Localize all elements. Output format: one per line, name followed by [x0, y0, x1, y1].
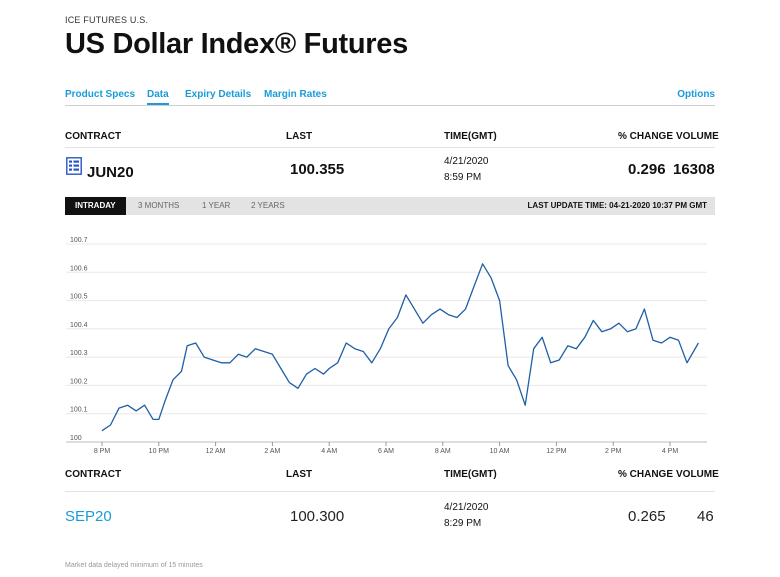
y-tick-label: 100: [70, 435, 82, 442]
y-tick-label: 100.3: [70, 350, 88, 357]
range-2-years[interactable]: 2 YEARS: [251, 201, 285, 210]
col-header-contract: CONTRACT: [65, 131, 122, 142]
col-header-volume: VOLUME: [676, 131, 719, 142]
x-tick-label: 8 AM: [435, 448, 451, 455]
tab-product-specs[interactable]: Product Specs: [65, 89, 136, 100]
x-tick-label: 2 AM: [264, 448, 280, 455]
intraday-price-chart: 100 100.1 100.2 100.3 100.4 100.5 100.6 100.7 8…: [66, 237, 707, 455]
tab-margin-rates[interactable]: Margin Rates: [264, 89, 327, 100]
range-1-year[interactable]: 1 YEAR: [202, 201, 231, 210]
tab-expiry-details[interactable]: Expiry Details: [185, 89, 252, 100]
x-tick-label: 6 AM: [378, 448, 394, 455]
contract-symbol-2[interactable]: SEP20: [65, 508, 112, 525]
x-tick-label: 12 AM: [206, 448, 226, 455]
contract-last-2: 100.300: [290, 508, 345, 525]
header-divider: [65, 147, 715, 148]
col-header-contract-2: CONTRACT: [65, 469, 122, 480]
col-header-change-2: % CHANGE: [618, 469, 674, 480]
contract-symbol[interactable]: JUN20: [87, 164, 134, 181]
x-tick-label: 8 PM: [94, 448, 111, 455]
x-tick-label: 10 AM: [490, 448, 510, 455]
header-divider-2: [65, 491, 715, 492]
x-tick-label: 2 PM: [605, 448, 622, 455]
chart-range-bar: INTRADAY 3 MONTHS 1 YEAR 2 YEARS LAST UP…: [65, 197, 715, 215]
contract-volume: 16308: [673, 161, 715, 178]
price-series-line: [101, 263, 699, 432]
x-tick-label: 10 PM: [149, 448, 169, 455]
y-tick-label: 100.6: [70, 265, 88, 272]
delay-disclaimer: Market data delayed minimum of 15 minute…: [65, 562, 203, 569]
spreadsheet-icon: [66, 157, 82, 175]
contract-volume-2: 46: [697, 508, 714, 525]
contract-change: 0.296: [628, 161, 666, 178]
range-intraday[interactable]: INTRADAY: [65, 197, 126, 215]
range-3-months[interactable]: 3 MONTHS: [138, 201, 180, 210]
y-tick-label: 100.2: [70, 378, 88, 385]
contract-last: 100.355: [290, 161, 345, 178]
y-tick-label: 100.5: [70, 294, 88, 301]
contract-time-2: 8:29 PM: [444, 518, 482, 529]
exchange-label: ICE FUTURES U.S.: [65, 15, 149, 25]
tab-data[interactable]: Data: [147, 89, 169, 105]
y-tick-label: 100.4: [70, 322, 88, 329]
y-tick-label: 100.7: [70, 237, 88, 244]
contract-time: 8:59 PM: [444, 172, 482, 183]
col-header-volume-2: VOLUME: [676, 469, 719, 480]
x-tick-label: 4 PM: [662, 448, 679, 455]
x-tick-label: 4 AM: [321, 448, 337, 455]
contract-date-2: 4/21/2020: [444, 502, 489, 513]
contract-date: 4/21/2020: [444, 156, 489, 167]
tab-bar: Product Specs Data Expiry Details Margin…: [65, 89, 715, 106]
y-tick-label: 100.1: [70, 407, 88, 414]
col-header-time-2: TIME(GMT): [444, 469, 497, 480]
col-header-change: % CHANGE: [618, 131, 674, 142]
contract-change-2: 0.265: [628, 508, 666, 525]
col-header-last: LAST: [286, 131, 313, 142]
last-update-time: LAST UPDATE TIME: 04-21-2020 10:37 PM GM…: [527, 201, 707, 210]
tab-options[interactable]: Options: [677, 89, 715, 100]
page-title: US Dollar Index® Futures: [65, 28, 408, 60]
col-header-last-2: LAST: [286, 469, 313, 480]
x-tick-label: 12 PM: [546, 448, 566, 455]
col-header-time: TIME(GMT): [444, 131, 497, 142]
